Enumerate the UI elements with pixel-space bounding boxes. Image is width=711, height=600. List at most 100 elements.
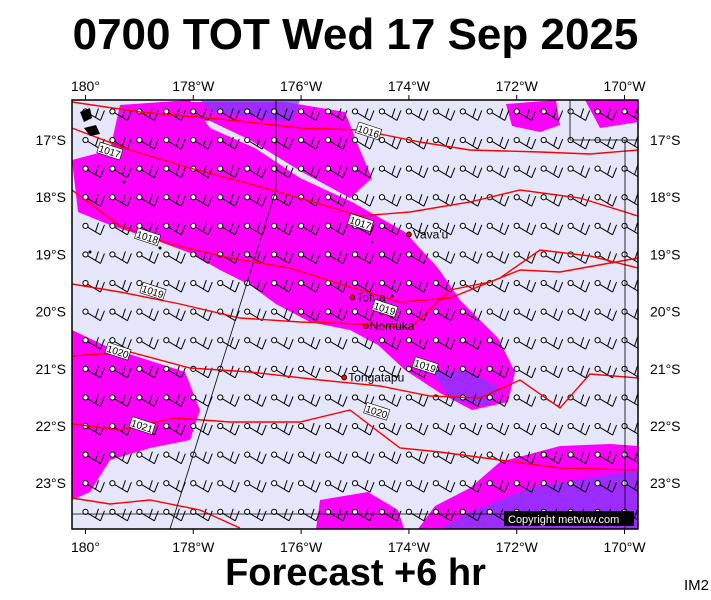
wind-barb: [109, 394, 132, 407]
wind-barb: [271, 279, 294, 293]
wind-barb: [378, 136, 402, 150]
wind-barb: [244, 251, 267, 264]
wind-barb: [324, 108, 348, 121]
rain-patch-west: [72, 330, 200, 500]
page-title: 0700 TOT Wed 17 Sep 2025: [72, 10, 639, 59]
rain-band-north: [72, 100, 515, 410]
island: [80, 108, 92, 122]
lat-label-right: 17°S: [650, 132, 681, 148]
wind-barb: [163, 136, 186, 150]
wind-barb: [297, 394, 321, 407]
wind-barb: [432, 308, 456, 322]
wind-barb: [136, 165, 159, 179]
island: [122, 180, 126, 184]
wind-barb: [297, 308, 321, 322]
lon-label-top: 178°W: [172, 78, 215, 94]
wind-barb: [540, 451, 564, 465]
wind-barb: [351, 251, 375, 264]
wind-barb: [297, 108, 321, 121]
wind-barb: [459, 222, 483, 236]
wind-barb: [594, 108, 618, 121]
wind-barb: [136, 365, 159, 379]
wind-barb: [351, 480, 375, 493]
wind-barb: [297, 165, 321, 179]
wind-barb: [513, 222, 537, 236]
wind-barb: [405, 279, 429, 293]
wind-barb: [459, 251, 483, 264]
wind-barb: [432, 108, 456, 121]
wind-barb: [540, 222, 564, 236]
place-marker: [406, 231, 412, 238]
wind-barb: [405, 451, 429, 465]
lat-label-left: 18°S: [35, 189, 66, 205]
wind-barb: [594, 422, 618, 436]
wind-barb: [567, 108, 591, 121]
wind-barb: [136, 394, 159, 407]
wind-barb: [567, 451, 591, 465]
place-marker: [349, 294, 356, 301]
wind-barb: [297, 337, 321, 350]
wind-barb: [271, 451, 294, 465]
wind-barb: [217, 480, 240, 493]
lat-label-right: 22°S: [650, 418, 681, 434]
wind-barb: [486, 394, 510, 407]
wind-barb: [513, 136, 537, 150]
wind-barb: [567, 480, 591, 493]
rain-band-upper: [118, 102, 372, 198]
wind-barb: [378, 394, 402, 407]
wind-barb: [244, 394, 267, 407]
wind-barb: [351, 365, 375, 379]
lon-label-bottom: 176°W: [280, 539, 323, 555]
wind-barb: [297, 365, 321, 379]
isobar-line: [72, 127, 638, 217]
wind-barb: [190, 136, 213, 150]
islands: [80, 108, 394, 298]
lat-label-left: 19°S: [35, 246, 66, 262]
dateline-boundary: [169, 189, 277, 530]
wind-barb: [405, 222, 429, 236]
wind-barb: [351, 337, 375, 350]
wind-barb: [244, 365, 267, 379]
lat-label-right: 21°S: [650, 361, 681, 377]
lat-label-right: 20°S: [650, 304, 681, 320]
wind-barb: [594, 194, 618, 207]
wind-barb: [217, 422, 240, 436]
wind-barb: [513, 394, 537, 407]
wind-barb: [486, 480, 510, 493]
wind-barb: [82, 251, 105, 264]
wind-barb: [378, 194, 402, 207]
lon-label-top: 180°: [71, 78, 100, 94]
lat-label-right: 18°S: [650, 189, 681, 205]
wind-barb: [513, 308, 537, 322]
wind-barb: [567, 279, 591, 293]
wind-barb: [513, 165, 537, 179]
wind-barb: [540, 251, 564, 264]
wind-barb: [459, 136, 483, 150]
place-label: Nomuka: [370, 319, 415, 333]
wind-barb: [567, 394, 591, 407]
wind-barb: [513, 108, 537, 121]
wind-barb: [271, 194, 294, 207]
wind-barb: [513, 279, 537, 293]
lon-label-top: 174°W: [388, 78, 431, 94]
wind-barb: [109, 251, 132, 264]
map-code: IM2: [683, 577, 709, 594]
wind-barb: [594, 394, 618, 407]
wind-barb: [244, 108, 267, 121]
wind-barb: [540, 337, 564, 350]
wind-barb: [378, 108, 402, 121]
wind-barb: [459, 308, 483, 322]
wind-barb: [297, 251, 321, 264]
wind-barb: [136, 194, 159, 207]
wind-barb: [486, 136, 510, 150]
wind-barb: [109, 194, 132, 207]
wind-barb: [244, 194, 267, 207]
wind-barb: [271, 108, 294, 121]
wind-barb: [163, 365, 186, 379]
wind-barb: [405, 194, 429, 207]
wind-barb: [405, 136, 429, 150]
wind-barb: [136, 136, 159, 150]
wind-barb: [594, 451, 618, 465]
isobar-line: [72, 497, 241, 529]
